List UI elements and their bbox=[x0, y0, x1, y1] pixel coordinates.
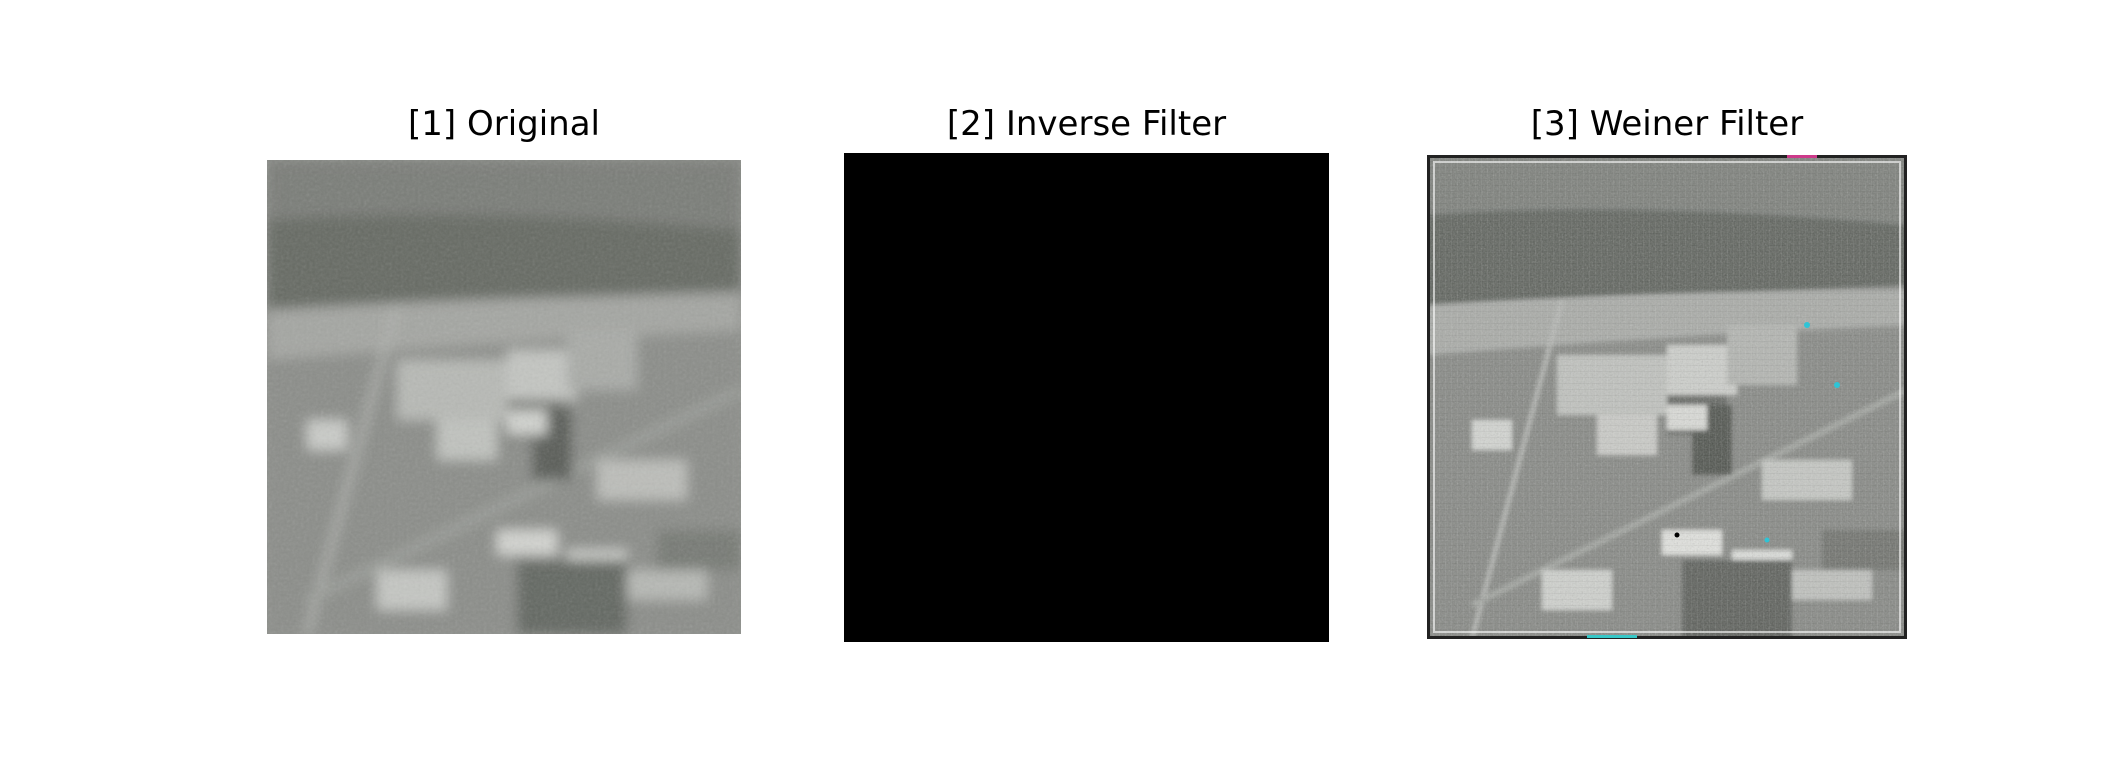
panel-title-weiner-filter: [3] Weiner Filter bbox=[1427, 100, 1907, 148]
inverse-filter-image bbox=[844, 153, 1329, 642]
panel-title-original: [1] Original bbox=[267, 100, 741, 148]
original-image bbox=[267, 160, 741, 634]
weiner-filter-image bbox=[1427, 155, 1907, 639]
panel-title-inverse-filter: [2] Inverse Filter bbox=[844, 100, 1329, 148]
